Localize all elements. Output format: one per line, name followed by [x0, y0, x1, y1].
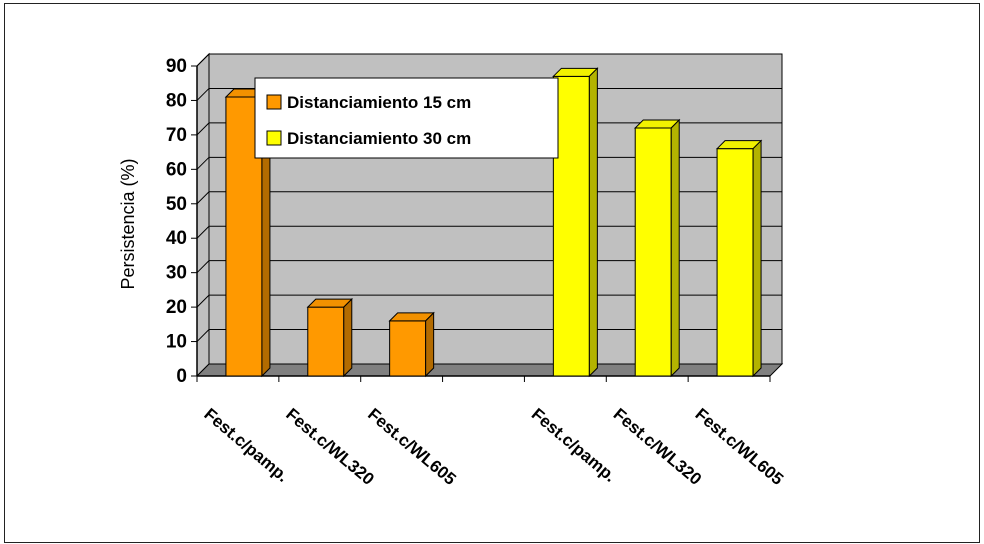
- x-tick-label: Fest.c/WL605: [692, 405, 787, 489]
- bar-side: [343, 297, 353, 378]
- y-tick-label: 20: [166, 297, 187, 318]
- y-tick-label: 30: [166, 263, 187, 284]
- bar-front: [307, 306, 345, 377]
- x-tick-label: Fest.c/WL320: [610, 405, 705, 489]
- bar-side: [425, 311, 435, 378]
- bar-front: [716, 148, 754, 377]
- y-tick-labels: 0 10 20 30 40 50 60 70 80 90: [166, 56, 187, 387]
- x-tick-label: Fest.c/WL605: [364, 405, 459, 489]
- gridline: [196, 53, 782, 67]
- x-tick-label: Fest.c/pamp.: [200, 405, 292, 486]
- bar: [715, 139, 763, 378]
- bar-front: [552, 75, 590, 377]
- y-tick-label: 0: [176, 366, 187, 387]
- bar-side: [752, 139, 762, 378]
- legend-box: [254, 77, 559, 159]
- bar: [552, 67, 599, 378]
- chart-frame: 0 10 20 30 40 50 60 70 80 90 Fest.c/pamp. Fest.c/W…: [4, 3, 980, 543]
- bar: [634, 118, 681, 378]
- bar-front: [634, 127, 672, 377]
- legend-swatch: [266, 130, 282, 146]
- bars: [224, 67, 763, 378]
- y-tick-label: 90: [166, 56, 187, 77]
- x-tick-label: Fest.c/WL320: [282, 405, 377, 489]
- bar-front: [389, 320, 427, 377]
- floor: [195, 363, 784, 377]
- y-axis-label: Persistencia (%): [118, 158, 138, 289]
- y-tick-label: 50: [166, 194, 187, 215]
- y-tick-label: 40: [166, 228, 187, 249]
- side-wall: [196, 52, 210, 378]
- x-tick-label: Fest.c/pamp.: [528, 405, 620, 486]
- y-tick-label: 60: [166, 159, 187, 180]
- bar: [306, 297, 353, 378]
- bar-side: [670, 118, 680, 378]
- bar-side: [588, 67, 598, 378]
- legend-label: Distanciamiento 30 cm: [287, 129, 471, 148]
- axes: [191, 65, 771, 382]
- legend-label: Distanciamiento 15 cm: [287, 93, 471, 112]
- legend-swatch: [266, 94, 282, 110]
- y-tick-label: 80: [166, 90, 187, 111]
- y-tick-label: 70: [166, 125, 187, 146]
- legend: Distanciamiento 15 cm Distanciamiento 30 …: [254, 77, 559, 159]
- y-tick-label: 10: [166, 332, 187, 353]
- bar: [388, 311, 435, 378]
